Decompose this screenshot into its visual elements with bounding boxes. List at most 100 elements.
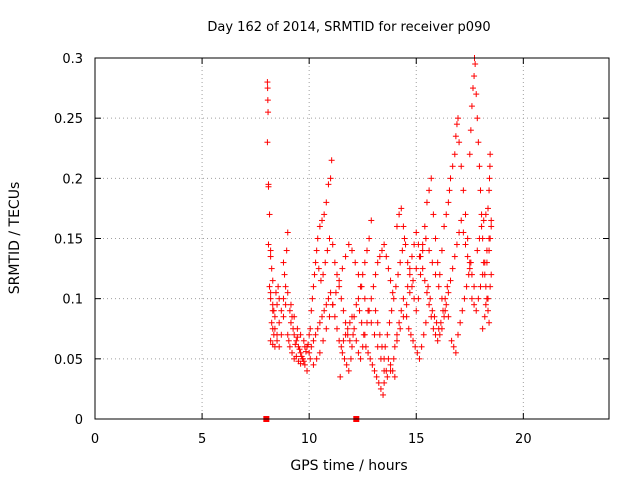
data-point: [486, 235, 493, 242]
data-point: [264, 79, 271, 86]
data-point: [456, 139, 463, 146]
data-point: [349, 343, 355, 350]
data-point: [276, 295, 283, 302]
data-point: [265, 183, 272, 190]
data-point: [462, 241, 469, 248]
data-point: [381, 241, 388, 248]
data-point: [417, 271, 424, 278]
data-point: [423, 199, 430, 206]
data-point: [346, 337, 353, 344]
data-point: [434, 337, 441, 344]
data-point: [310, 337, 317, 344]
data-point: [452, 349, 459, 356]
data-point: [395, 271, 402, 278]
data-point: [308, 307, 315, 314]
data-point: [486, 319, 493, 326]
data-point: [289, 349, 296, 356]
data-point: [331, 259, 338, 266]
data-point: [336, 283, 343, 290]
data-point: [301, 361, 308, 368]
data-point: [389, 289, 396, 296]
data-point: [426, 187, 433, 194]
y-tick-label: 0.1: [62, 293, 83, 308]
data-point: [442, 307, 449, 314]
data-point: [321, 307, 328, 314]
data-point: [344, 325, 351, 332]
data-point: [430, 211, 437, 218]
data-point: [437, 319, 444, 326]
data-point: [267, 295, 274, 302]
data-point: [323, 199, 330, 206]
data-point: [453, 121, 460, 128]
data-point: [387, 361, 394, 368]
data-point: [304, 343, 311, 350]
data-point: [471, 283, 478, 290]
data-point: [315, 265, 322, 272]
data-point: [473, 91, 480, 98]
y-tick-labels: 0 0.05 0.1 0.15 0.2 0.25 0.3: [54, 52, 83, 428]
data-point: [468, 103, 475, 110]
data-point: [458, 217, 465, 224]
data-point: [271, 313, 278, 320]
y-tick-label: 0.15: [54, 233, 83, 248]
data-point: [297, 331, 304, 338]
data-point: [412, 343, 419, 350]
data-point: [264, 97, 271, 104]
data-point: [297, 360, 304, 367]
data-point: [323, 301, 330, 308]
data-point: [361, 295, 368, 302]
data-point: [358, 283, 365, 290]
y-tick-label: 0.05: [54, 353, 83, 368]
data-point: [319, 313, 326, 320]
data-point: [483, 247, 490, 254]
data-point: [339, 349, 346, 356]
data-point: [406, 289, 413, 296]
data-point: [479, 271, 486, 278]
data-point: [291, 331, 298, 338]
data-point: [384, 331, 391, 338]
x-tick-labels: 0 5 10 15 20: [91, 432, 532, 447]
data-point: [307, 355, 314, 362]
data-point: [375, 379, 382, 386]
data-point: [391, 373, 398, 380]
data-point: [484, 205, 491, 212]
y-tick-label: 0.3: [62, 52, 83, 67]
y-tick-label: 0.2: [62, 172, 83, 187]
axis-ticks: [94, 57, 610, 420]
data-point: [465, 271, 472, 278]
data-point: [312, 259, 319, 266]
data-point: [306, 331, 313, 338]
data-point: [405, 325, 412, 332]
data-point: [346, 319, 353, 326]
data-point: [334, 325, 341, 332]
data-point: [281, 271, 288, 278]
data-point: [355, 271, 362, 278]
data-point: [459, 307, 466, 314]
data-point: [398, 307, 405, 314]
data-point: [287, 319, 294, 326]
data-point: [449, 265, 456, 272]
chart-title: Day 162 of 2014, SRMTID for receiver p09…: [207, 20, 490, 35]
data-point: [377, 385, 384, 392]
data-point: [470, 85, 477, 92]
data-point: [448, 337, 455, 344]
data-point: [422, 319, 429, 326]
data-point: [264, 85, 271, 92]
data-point: [363, 247, 370, 254]
data-point: [474, 115, 481, 122]
y-tick-label: 0: [75, 413, 83, 428]
data-point: [471, 73, 478, 80]
data-point: [316, 319, 323, 326]
data-point: [269, 307, 276, 314]
data-point: [484, 307, 491, 314]
data-point: [349, 247, 355, 254]
data-point: [446, 187, 453, 194]
data-point: [371, 367, 378, 374]
data-point: [352, 259, 359, 266]
data-point: [320, 337, 327, 344]
data-point: [482, 301, 489, 308]
data-point: [482, 211, 489, 218]
data-point: [410, 337, 417, 344]
data-point: [406, 265, 413, 272]
data-point: [282, 283, 289, 290]
